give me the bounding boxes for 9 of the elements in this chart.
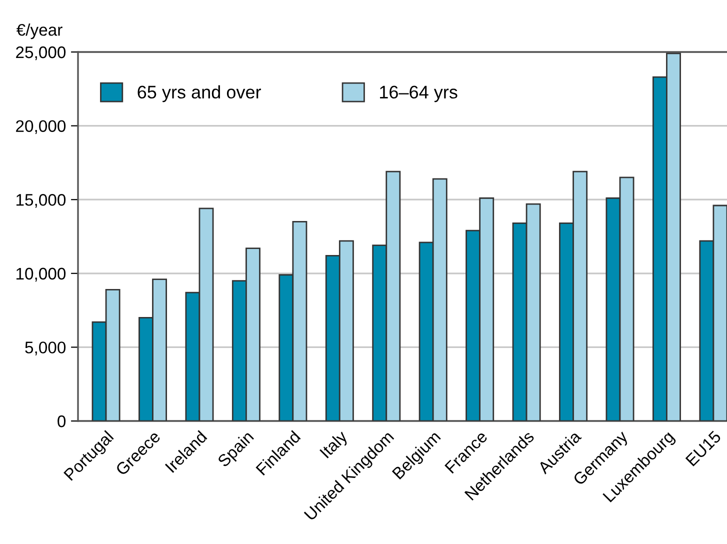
- y-tick-label: 25,000: [16, 46, 66, 60]
- legend-label: 16–64 yrs: [380, 86, 458, 102]
- y-axis-title: €/year: [16, 24, 62, 40]
- y-tick-label: 20,000: [16, 120, 66, 134]
- y-tick-label: 15,000: [16, 194, 66, 208]
- y-tick-label: 5,000: [25, 342, 66, 356]
- y-tick-label: 0: [58, 415, 66, 428]
- y-tick-label: 10,000: [16, 268, 66, 282]
- legend-label: 65 yrs and over: [138, 85, 261, 102]
